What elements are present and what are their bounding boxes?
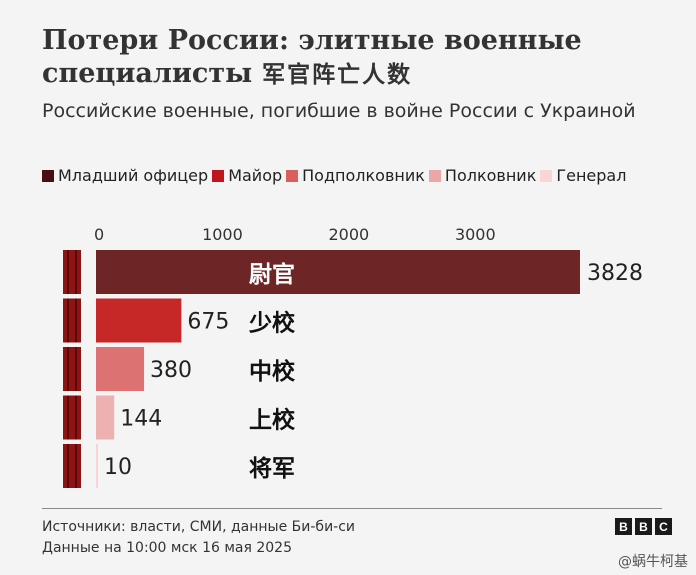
bbc-logo-letter: B: [615, 518, 632, 535]
legend-swatch: [212, 170, 225, 182]
insignia-stripe: [75, 298, 77, 343]
legend-label: Подполковник: [302, 166, 425, 185]
legend-label: Генерал: [556, 166, 627, 185]
rank-insignia-icon: [63, 347, 81, 391]
insignia-stripe: [67, 298, 69, 343]
insignia-stripe: [75, 395, 77, 440]
bar: [96, 298, 182, 343]
bar: [96, 444, 98, 488]
insignia-stripe: [67, 347, 69, 391]
legend-swatch: [286, 170, 299, 182]
bar-value-label: 380: [150, 358, 192, 383]
bbc-logo: B B C: [615, 518, 672, 535]
insignia-stripe: [75, 444, 77, 488]
x-tick-label: 2000: [329, 225, 370, 244]
bbc-logo-letter: B: [635, 518, 652, 535]
bar: [96, 395, 115, 440]
category-label: 少校: [248, 310, 296, 337]
insignia-stripe: [67, 250, 69, 294]
rank-insignia-icon: [63, 395, 81, 440]
bar: [96, 250, 580, 294]
legend-item: Майор: [212, 164, 282, 188]
chart-title: Потери России: элитные военные специалис…: [42, 24, 662, 91]
watermark: @蜗牛柯基: [618, 554, 688, 570]
legend-swatch: [428, 170, 441, 182]
legend-swatch: [42, 170, 54, 182]
bbc-logo-letter: C: [655, 518, 672, 535]
legend-item: Генерал: [540, 164, 626, 188]
rank-insignia-icon: [63, 444, 81, 488]
bar: [96, 347, 145, 391]
rank-insignia-icon: [63, 250, 81, 294]
insignia-stripe: [67, 395, 69, 440]
insignia-stripe: [67, 444, 69, 488]
chart-legend: Младший офицер Майор Подполковник Полковник…: [42, 164, 662, 188]
title-text: Потери России: элитные военные специалис…: [42, 25, 582, 89]
legend-label: Младший офицер: [58, 166, 209, 185]
x-tick-label: 0: [94, 225, 104, 244]
title-chinese-annotation: 军官阵亡人数: [262, 61, 413, 88]
insignia-stripe: [75, 347, 77, 391]
x-tick-label: 3000: [455, 225, 496, 244]
legend-item: Младший офицер: [42, 164, 208, 188]
legend-item: Полковник: [428, 164, 537, 188]
bar-value-label: 10: [104, 455, 132, 480]
date-note: Данные на 10:00 мск 16 мая 2025: [42, 540, 292, 556]
chart-subtitle: Российские военные, погибшие в войне Рос…: [42, 100, 636, 122]
bar-value-label: 675: [187, 310, 229, 335]
footer-divider: [42, 508, 662, 509]
bar-chart: 0 1000 2000 3000 3828 尉官 675 少校 380 中校 144 上校 10 将军: [63, 225, 643, 488]
rank-insignia-icon: [63, 298, 81, 343]
category-label: 将军: [249, 456, 295, 482]
source-note: Источники: власти, СМИ, данные Би-би-си: [42, 519, 356, 535]
legend-item: Подполковник: [286, 164, 425, 188]
category-label: 中校: [249, 358, 296, 385]
legend-label: Майор: [228, 166, 283, 185]
x-tick-label: 1000: [202, 225, 243, 244]
legend-swatch: [540, 170, 553, 182]
category-label: 上校: [249, 407, 296, 434]
bar-value-label: 144: [120, 407, 162, 432]
insignia-stripe: [75, 250, 77, 294]
legend-label: Полковник: [444, 166, 537, 185]
bar-value-label: 3828: [587, 261, 643, 286]
category-label: 尉官: [249, 261, 295, 288]
